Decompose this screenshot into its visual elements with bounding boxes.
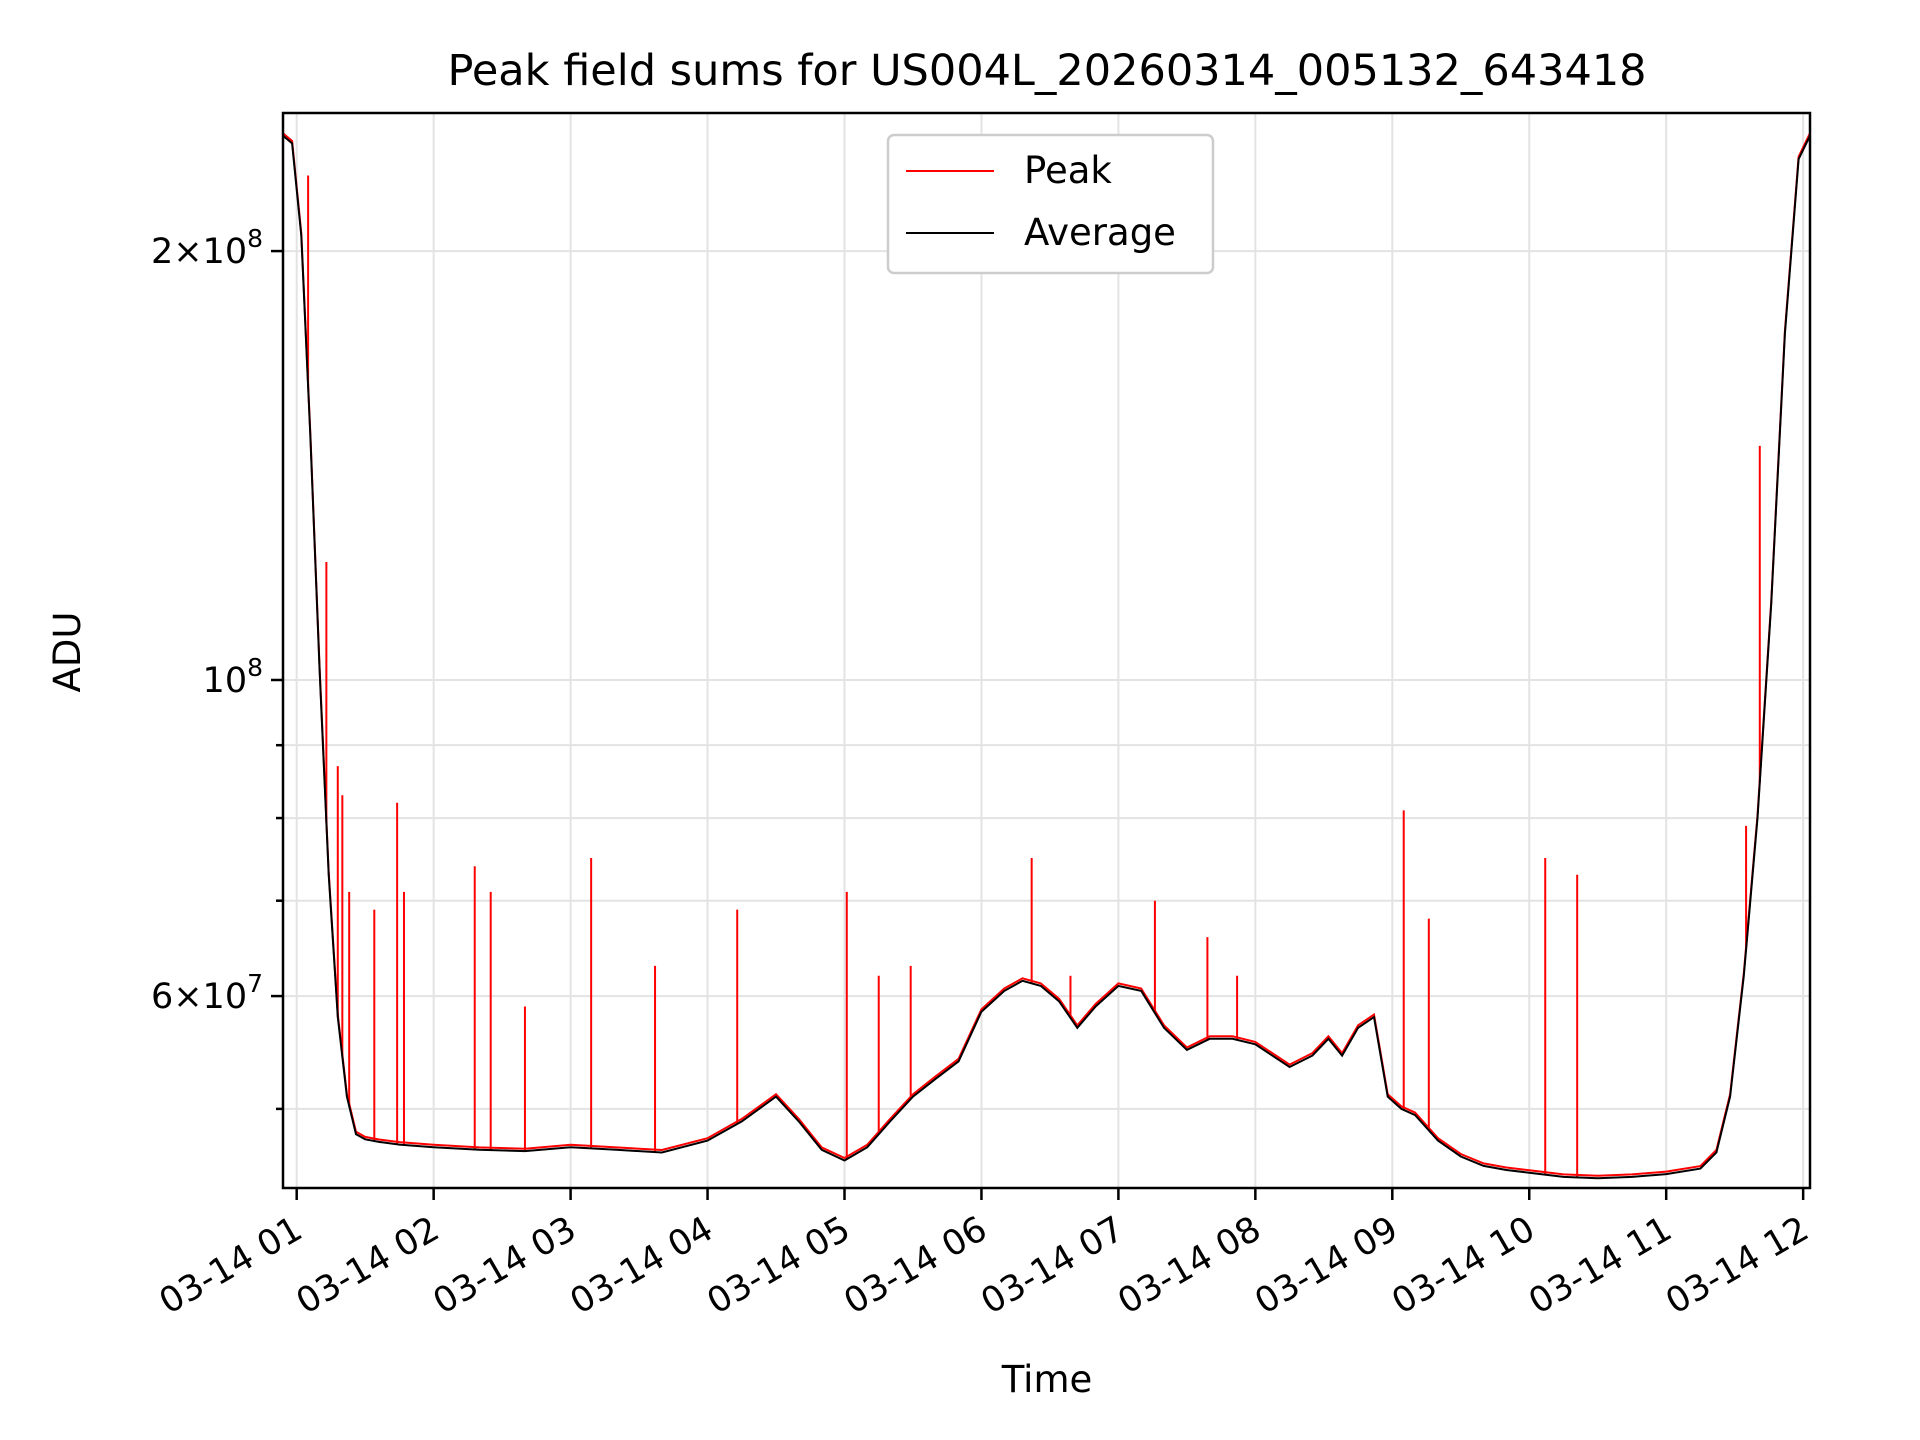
legend-label-average: Average xyxy=(1024,211,1176,254)
legend: Peak Average xyxy=(886,133,1215,275)
chart-title: Peak field sums for US004L_20260314_0051… xyxy=(447,46,1646,96)
y-tick-label: 2×108 xyxy=(151,224,263,272)
y-tick-label: 6×107 xyxy=(151,969,263,1017)
x-axis-label: Time xyxy=(1001,1358,1093,1401)
y-axis-label: ADU xyxy=(46,612,89,693)
legend-label-peak: Peak xyxy=(1024,149,1112,192)
y-axis: 6×107 108 2×108 xyxy=(151,224,283,1111)
plot-frame xyxy=(281,111,1812,1190)
series-line-average xyxy=(283,134,1810,1180)
legend-box xyxy=(886,133,1215,275)
series-line-peak xyxy=(283,132,1810,1177)
y-tick-label: 108 xyxy=(203,653,263,701)
series-layer xyxy=(283,132,1810,1180)
